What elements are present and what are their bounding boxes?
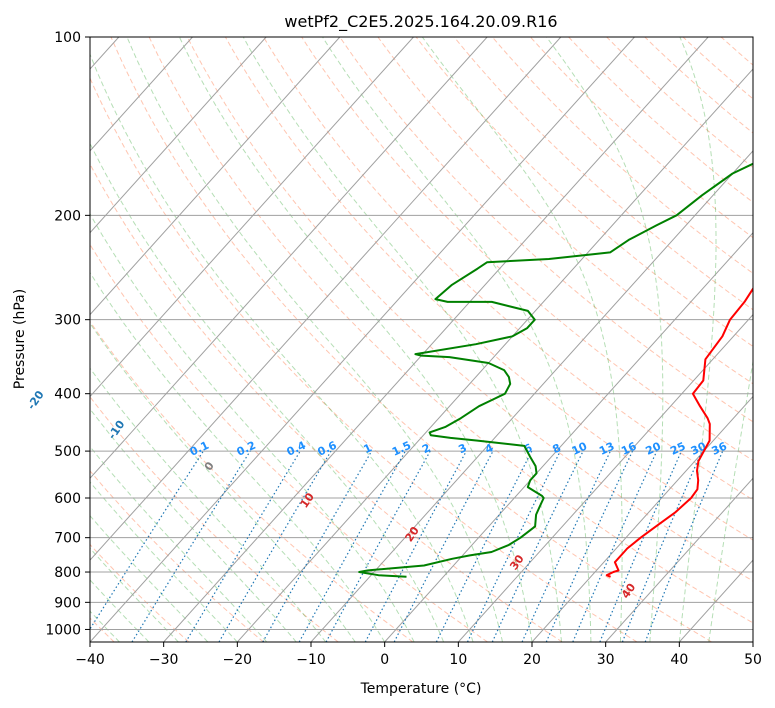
x-tick-label: 0	[380, 652, 389, 668]
y-tick-label: 300	[54, 313, 81, 329]
chart-title: wetPf2_C2E5.2025.164.20.09.R16	[284, 12, 557, 32]
x-tick-label: −40	[75, 652, 105, 668]
y-tick-label: 100	[54, 30, 81, 46]
y-tick-label: 800	[54, 565, 81, 581]
x-tick-label: 50	[744, 652, 762, 668]
x-tick-label: −10	[296, 652, 326, 668]
x-tick-label: 30	[597, 652, 615, 668]
y-tick-label: 200	[54, 208, 81, 224]
y-tick-label: 900	[54, 595, 81, 611]
y-tick-label: 400	[54, 387, 81, 403]
x-tick-label: 10	[449, 652, 467, 668]
y-axis-label: Pressure (hPa)	[12, 289, 28, 389]
y-tick-label: 600	[54, 491, 81, 507]
y-tick-label: 1000	[45, 622, 81, 638]
y-tick-label: 700	[54, 531, 81, 547]
x-tick-label: 20	[523, 652, 541, 668]
x-tick-label: −30	[149, 652, 179, 668]
x-tick-label: −20	[223, 652, 253, 668]
x-tick-label: 40	[670, 652, 688, 668]
y-tick-label: 500	[54, 444, 81, 460]
x-axis-label: Temperature (°C)	[360, 681, 482, 697]
